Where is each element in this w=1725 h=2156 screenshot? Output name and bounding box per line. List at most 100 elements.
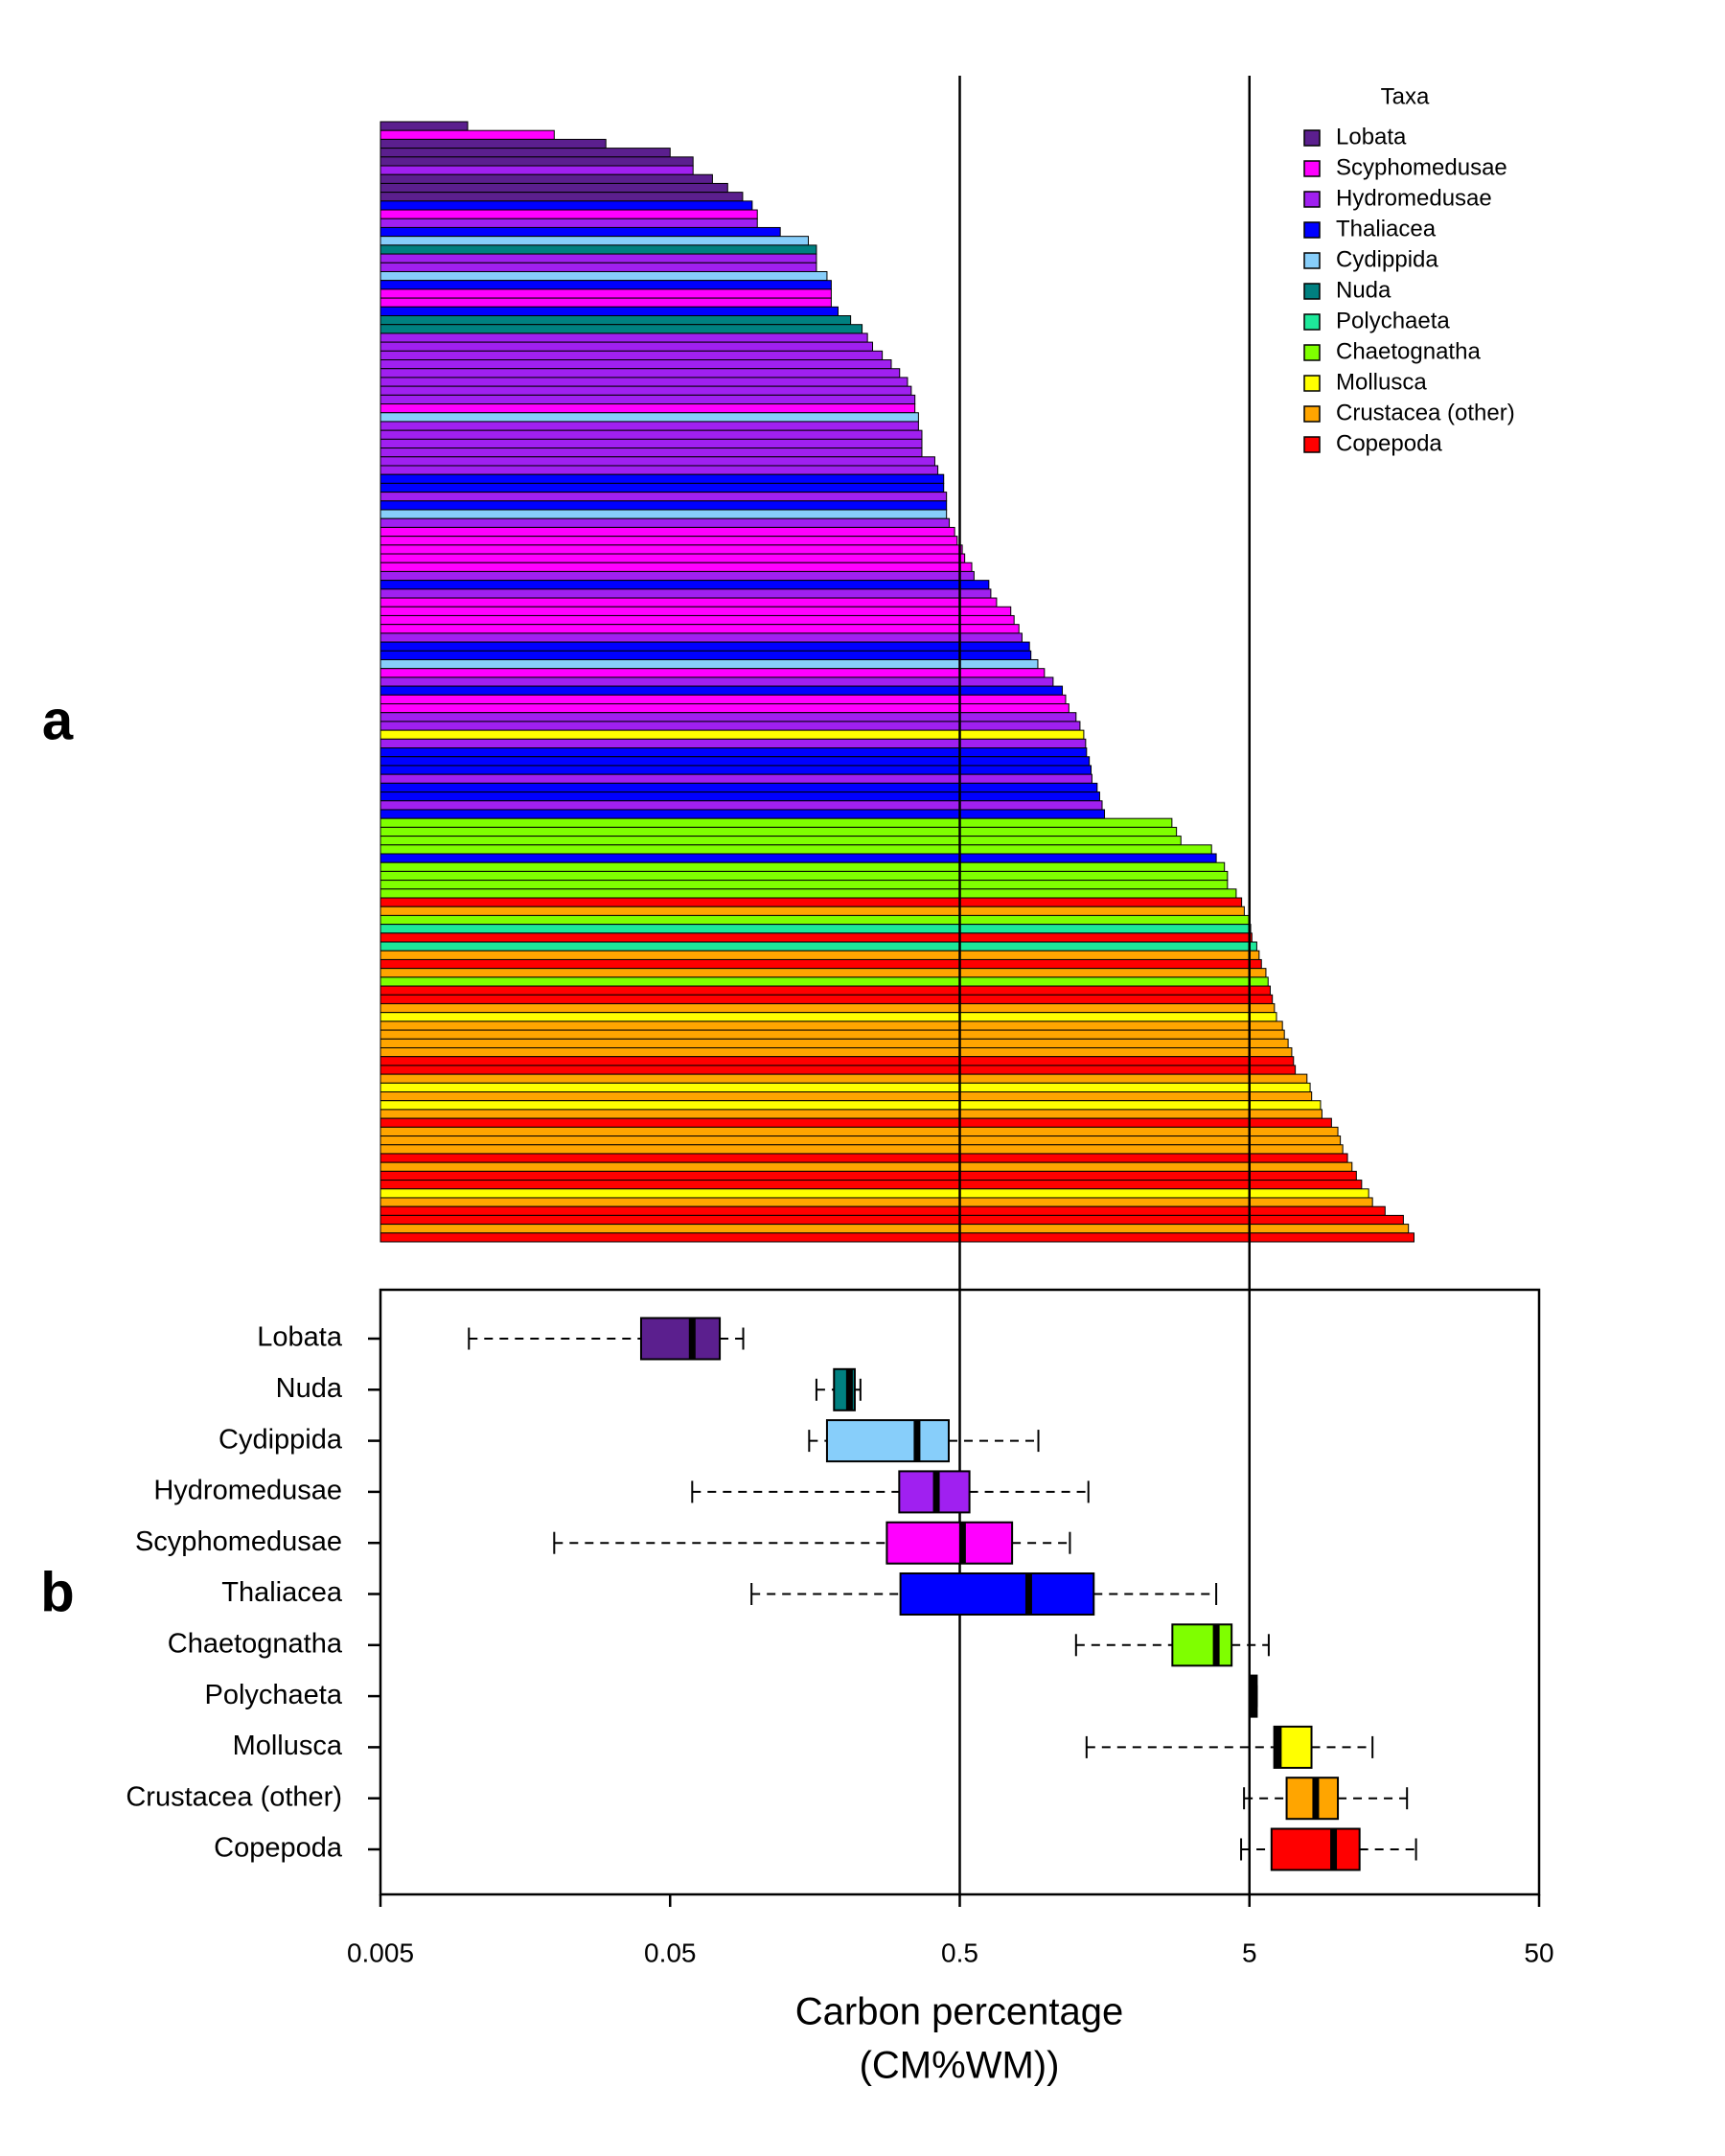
bar [380,200,753,211]
bar [380,941,1257,952]
bar [380,341,874,352]
bar [380,1153,1348,1163]
bar [380,756,1091,767]
bar [380,421,919,431]
bar [380,482,945,493]
bar [380,641,1030,652]
bar [380,1188,1369,1199]
bar [380,377,908,387]
bar [380,156,694,167]
bar [380,553,966,563]
bar [380,606,1012,616]
bar [380,1056,1295,1067]
bar [380,836,1182,846]
bar [380,580,990,590]
bar [380,650,1032,660]
y-tick-label: Nuda [276,1373,343,1404]
bar [380,791,1100,802]
bar [380,165,694,175]
bar [380,800,1103,811]
bar [380,897,1243,907]
legend-label: Crustacea (other) [1336,400,1515,425]
bar [380,861,1226,872]
bar [380,465,939,475]
x-axis-title: (CM%WM)) [860,2045,1060,2087]
legend-label: Cydippida [1336,246,1438,272]
bar [380,288,832,299]
panel-label: a [42,689,74,751]
bar [380,297,832,308]
box [639,1317,722,1361]
y-tick-label: Hydromedusae [153,1476,342,1506]
bar [380,888,1237,899]
bar [380,280,832,290]
legend-swatch [1303,191,1321,208]
x-axis-title: Carbon percentage [795,1991,1123,2033]
bar [380,121,469,131]
bar [380,906,1245,916]
bar [380,721,1081,731]
bar [380,924,1252,934]
bar [380,765,1092,775]
legend-swatch [1303,375,1321,392]
bar [380,958,1262,970]
bar [380,1197,1373,1207]
bar [380,173,713,184]
bar [380,1161,1353,1172]
legend-swatch [1303,283,1321,300]
y-tick-label: Copepoda [214,1833,343,1864]
bar [380,1232,1414,1243]
bar [380,1170,1357,1181]
x-tick-label: 0.005 [347,1938,414,1967]
bar [380,333,868,343]
box [1171,1623,1233,1667]
bar [380,968,1267,978]
bar [380,492,948,502]
bar [380,817,1173,828]
bar [380,218,758,228]
bar [380,844,1212,855]
legend-swatch [1303,252,1321,269]
bar [380,1002,1276,1014]
bar [380,738,1087,749]
bar [380,456,935,467]
bar [380,324,863,334]
bar [380,438,923,449]
bar [380,544,963,555]
bar [380,950,1260,960]
bar [380,315,852,326]
bar [380,359,892,370]
bar [380,1205,1386,1216]
bar [380,914,1251,926]
bar [380,403,916,414]
bar [380,976,1269,987]
x-tick-label: 0.5 [941,1938,978,1967]
bar [380,447,923,458]
bar [380,809,1106,819]
bar [380,658,1039,670]
legend-title: Taxa [1381,83,1430,109]
y-tick-label: Scyphomedusae [135,1526,342,1557]
bar [380,747,1088,758]
bar [380,985,1271,996]
bar [380,588,992,599]
bar [380,870,1229,882]
bar [380,677,1054,687]
bar [380,1021,1283,1031]
bar [380,412,919,423]
y-tick-label: Crustacea (other) [126,1781,342,1812]
bar [380,1100,1322,1111]
x-tick-label: 50 [1524,1938,1553,1967]
bar [380,1109,1322,1119]
legend-label: Nuda [1336,277,1392,303]
bar [380,500,948,511]
legend-label: Polychaeta [1336,308,1450,333]
bar [380,703,1070,714]
bar [380,994,1274,1004]
bar [380,368,901,378]
bar [380,597,998,608]
bar [380,562,973,572]
box [886,1521,1014,1565]
bar [380,429,923,440]
legend-swatch [1303,129,1321,147]
